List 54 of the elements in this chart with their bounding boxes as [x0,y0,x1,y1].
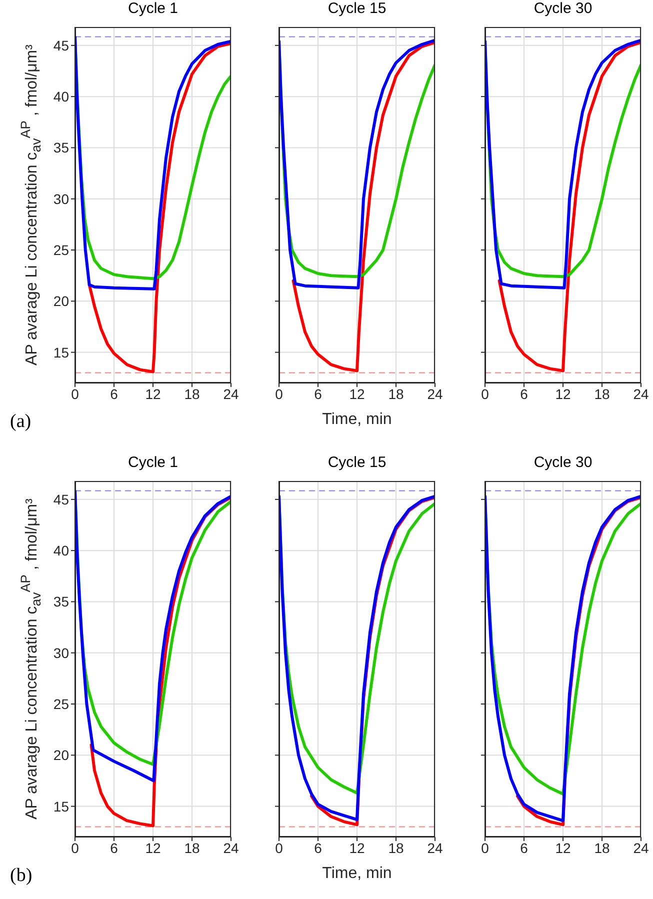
x-tick-label: 0 [71,840,80,856]
x-tick-label: 0 [481,386,490,402]
y-tick-label: 40 [53,88,70,105]
y-tick-label: 45 [53,37,70,54]
chart-title: Cycle 1 [126,0,180,17]
x-tick-label: 18 [184,840,200,856]
x-tick-label: 12 [349,840,365,856]
y-tick-label: 20 [53,747,70,764]
x-tick-label: 0 [275,386,284,402]
x-tick-label: 12 [145,840,161,856]
x-axis-title: Time, min [321,865,393,883]
x-tick-label: 0 [275,840,284,856]
x-tick-label: 6 [110,386,118,402]
x-tick-label: 6 [314,840,322,856]
x-axis-title: Time, min [321,411,393,429]
y-tick-label: 35 [53,594,70,610]
x-tick-label: 0 [71,386,80,402]
chart-title: Cycle 15 [326,0,388,17]
y-tick-label: 30 [53,190,70,207]
x-tick-label: 24 [633,386,649,402]
x-tick-label: 6 [314,386,322,402]
chart-title: Cycle 30 [532,0,594,17]
y-tick-label: 20 [53,293,70,310]
x-tick-label: 18 [388,386,404,402]
x-tick-label: 18 [594,840,610,856]
x-tick-label: 18 [594,386,610,402]
x-tick-label: 0 [481,840,490,856]
y-tick-label: 40 [53,542,70,559]
y-tick-label: 25 [53,696,70,712]
y-tick-label: 35 [53,140,70,156]
x-tick-label: 6 [520,386,528,402]
chart-title: Cycle 30 [532,454,594,471]
x-tick-label: 24 [223,840,239,856]
chart-title: Cycle 15 [326,454,388,471]
x-tick-label: 12 [555,386,571,402]
y-tick-label: 15 [53,344,70,360]
y-tick-label: 15 [53,798,70,814]
y-tick-label: 25 [53,242,70,258]
x-tick-label: 24 [223,386,239,402]
x-tick-label: 18 [388,840,404,856]
x-tick-label: 12 [349,386,365,402]
x-tick-label: 24 [427,386,443,402]
x-tick-label: 12 [555,840,571,856]
text: (b) [10,865,32,887]
y-tick-label: 45 [53,491,70,508]
text: (a) [10,411,32,433]
x-tick-label: 6 [520,840,528,856]
chart-title: Cycle 1 [126,454,180,471]
y-tick-label: 30 [53,644,70,661]
x-tick-label: 6 [110,840,118,856]
x-tick-label: 12 [145,386,161,402]
x-tick-label: 18 [184,386,200,402]
x-tick-label: 24 [633,840,649,856]
x-tick-label: 24 [427,840,443,856]
